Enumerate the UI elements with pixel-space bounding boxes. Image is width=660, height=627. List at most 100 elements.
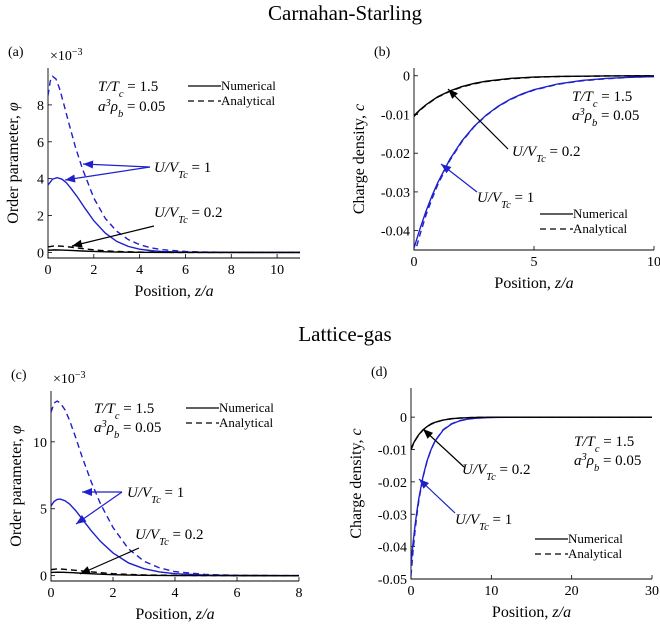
- x-tick-label: 8: [228, 263, 235, 278]
- x-tick-label: 4: [172, 586, 179, 601]
- x-tick-label: 0: [48, 586, 55, 601]
- y-exponent: ×10−3: [53, 370, 86, 388]
- x-tick-label: 10: [270, 263, 284, 278]
- annotation-label: U/VTc = 0.2: [135, 527, 203, 548]
- y-tick-label: -0.01: [378, 444, 407, 459]
- condition-label: a3ρb = 0.05: [572, 107, 639, 129]
- arrow-head: [423, 429, 434, 439]
- series-line-blue-dashed: [51, 400, 299, 577]
- legend-label: Analytical: [568, 546, 623, 561]
- condition-label: T/Tc = 1.5: [94, 401, 154, 422]
- x-tick-label: 4: [136, 263, 143, 278]
- x-tick-label: 0: [411, 255, 418, 270]
- y-axis-label: Charge density, c: [351, 104, 368, 214]
- x-tick-label: 20: [565, 584, 579, 599]
- annotation-arrow: [79, 547, 140, 575]
- y-tick-label: -0.04: [378, 541, 407, 556]
- y-tick-label: -0.05: [378, 573, 407, 588]
- condition-label: a3ρb = 0.05: [94, 419, 161, 441]
- y-tick-label: 10: [33, 436, 47, 451]
- legend-label: Numerical: [568, 531, 623, 546]
- x-axis-label: Position, z/a: [134, 283, 213, 300]
- y-exponent: ×10−3: [50, 47, 83, 65]
- arrow-head: [441, 164, 452, 174]
- x-tick-label: 2: [110, 586, 117, 601]
- x-axis-label: Position, z/a: [494, 275, 573, 292]
- annotation-label: U/VTc = 1: [154, 160, 211, 181]
- panel-label: (c): [11, 368, 27, 383]
- y-axis-label: Order parameter, φ: [5, 102, 22, 224]
- arrow-head: [80, 566, 91, 574]
- series-line-black-dashed: [411, 416, 652, 451]
- arrow-head: [419, 479, 430, 489]
- y-tick-label: -0.02: [381, 147, 410, 162]
- arrow-head: [448, 89, 458, 99]
- y-tick-label: 6: [37, 136, 44, 151]
- annotation-label: U/VTc = 1: [455, 512, 512, 533]
- annotation-arrow: [82, 163, 151, 168]
- y-tick-label: 0: [40, 570, 47, 585]
- annotation-label: U/VTc = 0.2: [512, 144, 580, 165]
- series-line-blue-dashed: [48, 75, 300, 254]
- x-tick-label: 2: [90, 263, 97, 278]
- chart-panel-0: 0 2 4 6 8 10 0 2 4 6 8 ×10−3 (a) Position, z/a Order p…: [5, 45, 300, 300]
- annotation-arrow: [64, 166, 151, 181]
- x-tick-label: 0: [408, 584, 415, 599]
- x-tick-label: 6: [234, 586, 241, 601]
- arrow-head: [76, 515, 87, 524]
- y-axis-label: Order parameter, φ: [8, 425, 25, 547]
- condition-label: T/Tc = 1.5: [574, 434, 634, 455]
- section-title-bottom: Lattice-gas: [298, 322, 391, 346]
- x-tick-label: 10: [647, 255, 660, 270]
- x-tick-label: 0: [45, 263, 52, 278]
- y-tick-label: -0.02: [378, 476, 407, 491]
- y-tick-label: 0: [403, 70, 410, 85]
- condition-label: T/Tc = 1.5: [572, 89, 632, 110]
- y-tick-label: 0: [400, 411, 407, 426]
- y-tick-label: -0.03: [378, 508, 407, 523]
- x-axis-label: Position, z/a: [135, 606, 214, 623]
- legend-label: Numerical: [219, 400, 274, 415]
- condition-label: a3ρb = 0.05: [98, 98, 165, 120]
- legend-label: Analytical: [573, 221, 628, 236]
- annotation-label: U/VTc = 0.2: [462, 462, 530, 483]
- x-tick-label: 6: [182, 263, 189, 278]
- annotation-arrow: [447, 88, 509, 150]
- condition-label: a3ρb = 0.05: [574, 452, 641, 474]
- condition-label: T/Tc = 1.5: [98, 79, 158, 100]
- arrow-head: [65, 174, 76, 183]
- y-tick-label: 8: [37, 99, 44, 114]
- annotation-label: U/VTc = 1: [127, 485, 184, 506]
- legend-label: Numerical: [221, 78, 276, 93]
- panel-label: (a): [8, 45, 24, 60]
- legend-label: Numerical: [573, 206, 628, 221]
- section-title-top: Carnahan-Starling: [268, 1, 422, 25]
- legend-label: Analytical: [219, 415, 274, 430]
- x-tick-label: 30: [645, 584, 659, 599]
- panel-label: (b): [374, 45, 391, 60]
- series-line-black-dashed: [48, 245, 300, 254]
- y-axis-label: Charge density, c: [348, 428, 365, 538]
- series-line-blue-solid: [414, 75, 654, 249]
- y-tick-label: 4: [37, 173, 44, 188]
- y-tick-label: 5: [40, 503, 47, 518]
- series-line-blue-dashed: [411, 416, 652, 576]
- annotation-label: U/VTc = 1: [477, 190, 534, 211]
- series-line-black-dashed: [51, 568, 299, 577]
- x-tick-label: 8: [296, 586, 303, 601]
- annotation-label: U/VTc = 0.2: [154, 205, 222, 226]
- chart-panel-3: 0 10 20 30 0 -0.01 -0.02 -0.03 -0.04 -0.05 (d) Posi…: [348, 365, 659, 621]
- series-line-black-solid: [48, 249, 300, 254]
- annotation-arrow: [71, 225, 155, 247]
- y-tick-label: -0.03: [381, 186, 410, 201]
- y-tick-label: 2: [37, 210, 44, 225]
- x-tick-label: 10: [484, 584, 498, 599]
- y-tick-label: -0.01: [381, 108, 410, 123]
- chart-panel-1: 0 5 10 0 -0.01 -0.02 -0.03 -0.04 (b) Position, z/…: [351, 45, 660, 292]
- arrow-head: [82, 488, 92, 496]
- series-line-black-dashed: [414, 75, 654, 117]
- panel-label: (d): [371, 365, 388, 380]
- y-tick-label: -0.04: [381, 225, 410, 240]
- y-tick-label: 0: [37, 246, 44, 261]
